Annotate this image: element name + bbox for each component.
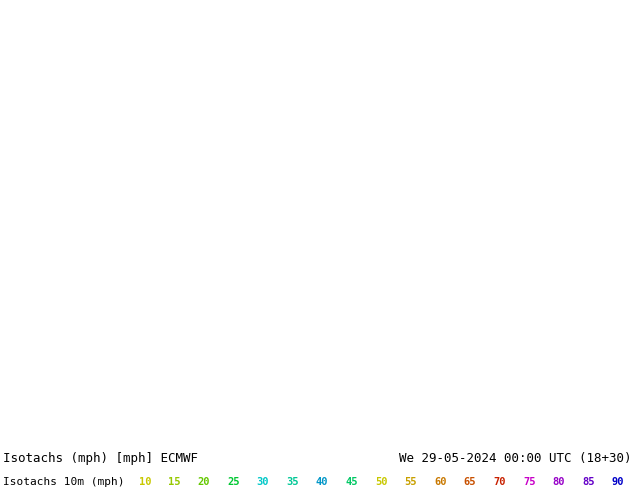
Text: We 29-05-2024 00:00 UTC (18+30): We 29-05-2024 00:00 UTC (18+30) — [399, 452, 631, 465]
Text: 35: 35 — [287, 477, 299, 487]
Text: 75: 75 — [523, 477, 536, 487]
Text: 45: 45 — [346, 477, 358, 487]
Text: 70: 70 — [493, 477, 506, 487]
Text: 40: 40 — [316, 477, 328, 487]
Text: 30: 30 — [257, 477, 269, 487]
Text: 85: 85 — [582, 477, 595, 487]
Text: 90: 90 — [612, 477, 624, 487]
Text: 15: 15 — [168, 477, 181, 487]
Text: 55: 55 — [404, 477, 417, 487]
Text: 60: 60 — [434, 477, 447, 487]
Text: 20: 20 — [198, 477, 210, 487]
Text: 80: 80 — [553, 477, 565, 487]
Text: 25: 25 — [227, 477, 240, 487]
Text: Isotachs (mph) [mph] ECMWF: Isotachs (mph) [mph] ECMWF — [3, 452, 198, 465]
Text: 50: 50 — [375, 477, 387, 487]
Text: Isotachs 10m (mph): Isotachs 10m (mph) — [3, 477, 124, 487]
Text: 65: 65 — [464, 477, 476, 487]
Text: 10: 10 — [138, 477, 151, 487]
